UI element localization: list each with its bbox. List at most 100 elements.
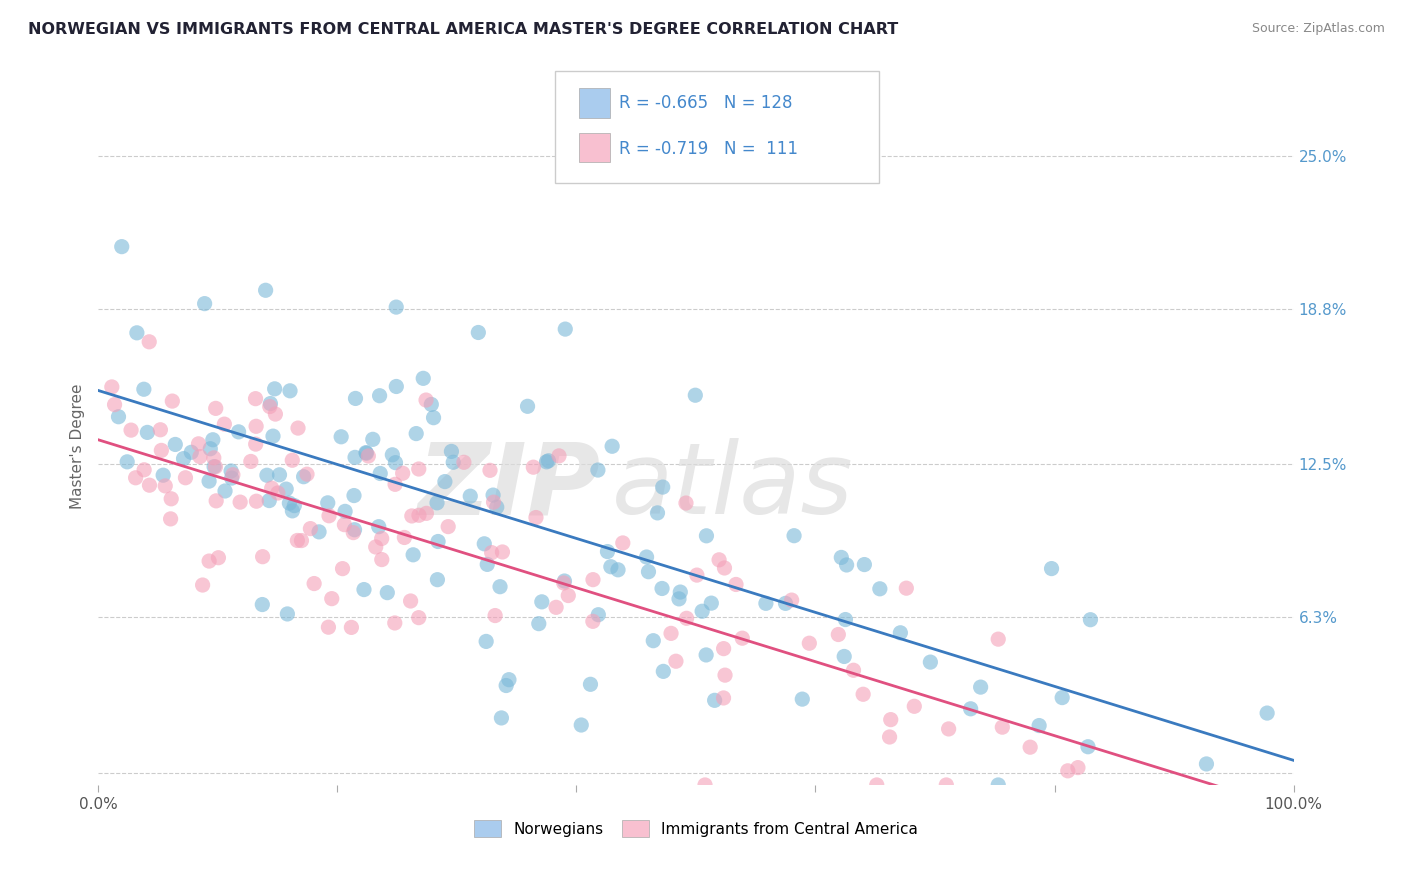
Point xyxy=(427,534,450,549)
Point xyxy=(356,446,378,460)
Point xyxy=(155,479,177,493)
Point xyxy=(269,467,291,482)
Point xyxy=(607,563,630,577)
Point xyxy=(160,491,183,506)
Point xyxy=(830,550,852,565)
Point xyxy=(522,460,544,475)
Point xyxy=(491,545,513,559)
Point xyxy=(713,641,735,656)
Point xyxy=(187,437,209,451)
Point xyxy=(207,550,229,565)
Point xyxy=(441,455,464,469)
Point xyxy=(665,654,688,668)
Point xyxy=(219,464,242,478)
Point xyxy=(472,537,495,551)
Point xyxy=(353,582,375,597)
Point xyxy=(685,388,707,402)
Point xyxy=(318,620,340,634)
Point xyxy=(792,692,814,706)
Point xyxy=(205,493,228,508)
Point xyxy=(267,486,290,500)
Point xyxy=(198,554,221,568)
Point xyxy=(1067,761,1090,775)
Point xyxy=(405,426,427,441)
Point xyxy=(228,425,250,439)
Point xyxy=(415,392,437,407)
Point xyxy=(889,625,911,640)
Point xyxy=(880,713,903,727)
Point xyxy=(165,437,187,451)
Point xyxy=(637,565,659,579)
Point xyxy=(422,410,444,425)
Point xyxy=(260,481,283,495)
Point xyxy=(582,573,605,587)
Point xyxy=(180,445,202,459)
Point xyxy=(408,610,430,624)
Point xyxy=(394,531,416,545)
Point xyxy=(124,471,146,485)
Point xyxy=(299,522,322,536)
Point xyxy=(173,451,195,466)
Point xyxy=(599,559,621,574)
Point xyxy=(239,454,262,468)
Point xyxy=(484,608,506,623)
Point xyxy=(292,469,315,483)
Y-axis label: Master's Degree: Master's Degree xyxy=(70,384,86,508)
Point xyxy=(869,582,891,596)
Point xyxy=(343,489,366,503)
Point xyxy=(222,467,245,482)
Point xyxy=(330,430,353,444)
Point xyxy=(115,455,138,469)
Point xyxy=(333,504,356,518)
Point xyxy=(259,396,281,410)
Point xyxy=(1050,690,1073,705)
Point xyxy=(381,448,404,462)
Point xyxy=(264,407,287,421)
Point xyxy=(343,523,366,537)
Point xyxy=(700,596,723,610)
Point xyxy=(426,573,449,587)
Point xyxy=(245,437,267,451)
Point xyxy=(191,578,214,592)
Point xyxy=(596,544,619,558)
Point xyxy=(991,720,1014,734)
Point xyxy=(188,450,211,464)
Point xyxy=(1195,756,1218,771)
Point xyxy=(588,607,610,622)
Point xyxy=(437,519,460,533)
Point xyxy=(669,585,692,599)
Point xyxy=(896,581,918,595)
Point xyxy=(287,421,309,435)
Point xyxy=(600,439,623,453)
Point xyxy=(783,529,806,543)
Point xyxy=(1077,739,1099,754)
Point xyxy=(842,663,865,677)
Point xyxy=(287,533,309,548)
Point xyxy=(1019,740,1042,755)
Point xyxy=(938,722,960,736)
Point xyxy=(245,419,267,434)
Point xyxy=(384,615,406,630)
Point xyxy=(1056,764,1078,778)
Point xyxy=(401,508,423,523)
Point xyxy=(198,474,221,488)
Point xyxy=(283,499,305,513)
Point xyxy=(136,425,159,440)
Point xyxy=(278,384,301,398)
Point xyxy=(569,718,592,732)
Point xyxy=(263,382,285,396)
Point xyxy=(485,500,508,515)
Text: Source: ZipAtlas.com: Source: ZipAtlas.com xyxy=(1251,22,1385,36)
Point xyxy=(120,423,142,437)
Point xyxy=(695,529,717,543)
Point xyxy=(194,296,217,310)
Text: NORWEGIAN VS IMMIGRANTS FROM CENTRAL AMERICA MASTER'S DEGREE CORRELATION CHART: NORWEGIAN VS IMMIGRANTS FROM CENTRAL AME… xyxy=(28,22,898,37)
Point xyxy=(586,463,609,477)
Point xyxy=(321,591,343,606)
Point xyxy=(202,450,225,465)
Point xyxy=(834,613,856,627)
Point xyxy=(1040,561,1063,575)
Point xyxy=(553,574,575,588)
Point xyxy=(703,693,725,707)
Point xyxy=(245,392,267,406)
